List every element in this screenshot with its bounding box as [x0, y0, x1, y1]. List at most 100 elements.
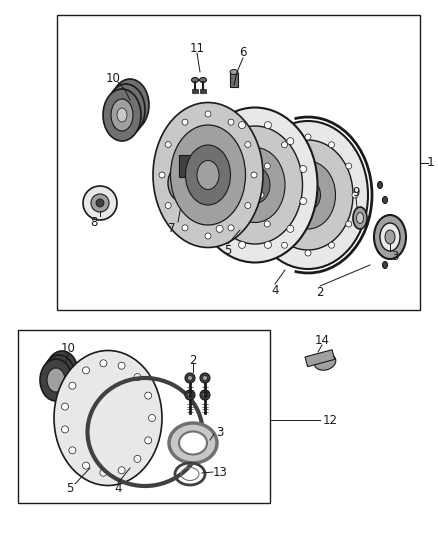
- Circle shape: [228, 225, 234, 231]
- Circle shape: [300, 198, 307, 205]
- Text: 3: 3: [216, 425, 224, 439]
- Ellipse shape: [353, 207, 367, 229]
- Circle shape: [264, 221, 270, 227]
- Ellipse shape: [380, 223, 400, 251]
- Circle shape: [185, 373, 195, 383]
- Circle shape: [245, 141, 251, 148]
- Circle shape: [200, 390, 210, 400]
- Ellipse shape: [357, 213, 364, 223]
- Ellipse shape: [382, 197, 388, 204]
- Ellipse shape: [385, 230, 395, 244]
- Ellipse shape: [117, 108, 127, 122]
- Bar: [18, 330, 270, 503]
- Text: 11: 11: [190, 42, 205, 54]
- Circle shape: [134, 374, 141, 381]
- Circle shape: [118, 362, 125, 369]
- Ellipse shape: [47, 368, 65, 392]
- Ellipse shape: [111, 99, 133, 131]
- Circle shape: [203, 198, 210, 205]
- Circle shape: [61, 426, 68, 433]
- Circle shape: [202, 376, 208, 381]
- Circle shape: [216, 225, 223, 232]
- Ellipse shape: [46, 351, 78, 393]
- Ellipse shape: [43, 355, 75, 397]
- Circle shape: [159, 172, 165, 178]
- Circle shape: [228, 119, 234, 125]
- Circle shape: [205, 111, 211, 117]
- Ellipse shape: [119, 89, 141, 121]
- Text: 13: 13: [212, 465, 227, 479]
- Circle shape: [165, 141, 171, 148]
- Circle shape: [251, 172, 257, 178]
- Circle shape: [202, 392, 208, 398]
- Circle shape: [182, 119, 188, 125]
- Ellipse shape: [169, 423, 217, 463]
- Ellipse shape: [263, 140, 353, 250]
- Circle shape: [182, 225, 188, 231]
- Bar: [305, 350, 335, 367]
- Text: 4: 4: [271, 284, 279, 296]
- Ellipse shape: [208, 126, 303, 244]
- Ellipse shape: [121, 103, 131, 117]
- Circle shape: [96, 199, 104, 207]
- Ellipse shape: [199, 77, 206, 83]
- Ellipse shape: [191, 77, 198, 83]
- Ellipse shape: [153, 102, 263, 247]
- Circle shape: [148, 415, 155, 422]
- Circle shape: [305, 250, 311, 256]
- Ellipse shape: [280, 161, 336, 229]
- Ellipse shape: [125, 98, 135, 112]
- Circle shape: [287, 225, 294, 232]
- Circle shape: [145, 392, 152, 399]
- Circle shape: [300, 165, 307, 173]
- Bar: [200, 89, 206, 93]
- Circle shape: [100, 360, 107, 367]
- Circle shape: [82, 367, 89, 374]
- Text: 10: 10: [60, 343, 75, 356]
- Ellipse shape: [296, 180, 321, 211]
- Text: 9: 9: [352, 185, 360, 198]
- Text: 3: 3: [391, 251, 399, 263]
- Circle shape: [203, 165, 210, 173]
- Bar: [57, 15, 420, 310]
- Circle shape: [118, 467, 125, 474]
- Circle shape: [282, 242, 287, 248]
- Ellipse shape: [107, 84, 145, 136]
- Circle shape: [305, 134, 311, 140]
- Ellipse shape: [378, 246, 382, 254]
- Text: 12: 12: [322, 414, 338, 426]
- Circle shape: [258, 192, 264, 198]
- Circle shape: [352, 192, 358, 198]
- Ellipse shape: [230, 69, 238, 75]
- Ellipse shape: [378, 182, 382, 189]
- Text: 6: 6: [239, 46, 247, 60]
- Ellipse shape: [176, 173, 191, 193]
- Ellipse shape: [225, 148, 285, 222]
- Bar: [230, 73, 238, 87]
- Ellipse shape: [192, 108, 318, 262]
- Circle shape: [239, 122, 246, 128]
- Text: 2: 2: [189, 353, 197, 367]
- Circle shape: [91, 194, 109, 212]
- Ellipse shape: [248, 121, 368, 269]
- Circle shape: [216, 138, 223, 144]
- Ellipse shape: [197, 160, 219, 190]
- Circle shape: [287, 138, 294, 144]
- Circle shape: [265, 241, 272, 248]
- Ellipse shape: [314, 354, 336, 370]
- Circle shape: [346, 163, 352, 169]
- Text: 8: 8: [90, 215, 98, 229]
- Circle shape: [282, 142, 287, 148]
- Ellipse shape: [186, 145, 230, 205]
- Circle shape: [185, 390, 195, 400]
- Text: 14: 14: [314, 334, 329, 346]
- Circle shape: [69, 447, 76, 454]
- Circle shape: [100, 469, 107, 476]
- Circle shape: [328, 142, 335, 148]
- Ellipse shape: [382, 262, 388, 269]
- Text: 10: 10: [106, 71, 120, 85]
- Text: 4: 4: [114, 481, 122, 495]
- Ellipse shape: [240, 166, 270, 204]
- Bar: [179, 155, 194, 177]
- Circle shape: [187, 392, 192, 398]
